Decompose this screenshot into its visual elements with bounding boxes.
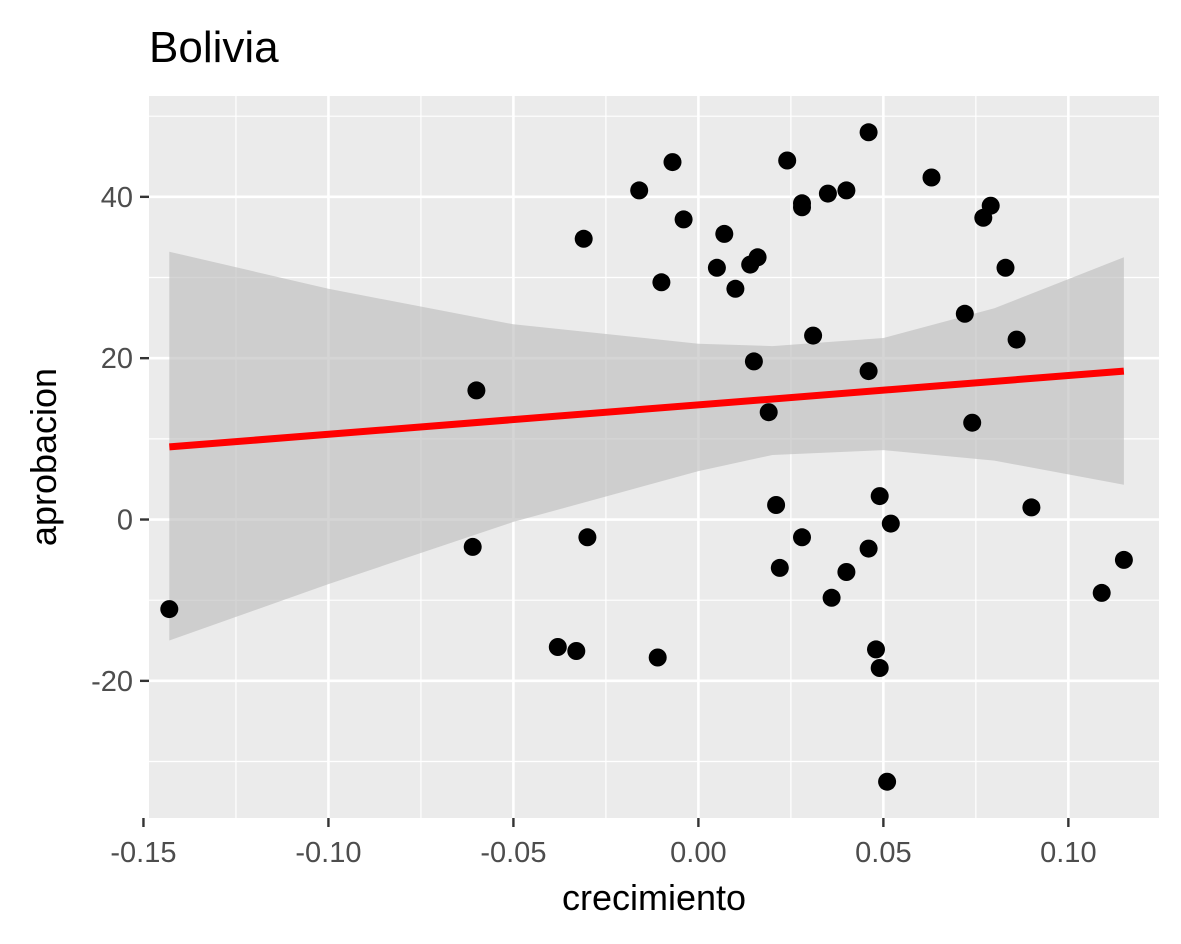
data-point — [981, 196, 1000, 215]
data-point — [630, 181, 649, 200]
data-point — [767, 496, 786, 514]
data-point — [578, 528, 597, 547]
data-point — [859, 539, 878, 558]
data-point — [837, 181, 856, 200]
data-point — [1007, 330, 1026, 349]
data-point — [881, 514, 900, 533]
trend-line-layer — [169, 367, 1125, 451]
data-point — [955, 304, 974, 323]
y-tick-label: 0 — [117, 505, 133, 537]
data-point — [867, 640, 885, 659]
data-point — [870, 659, 889, 677]
data-point — [804, 326, 823, 345]
data-point — [793, 528, 811, 547]
x-tick-label: 0.10 — [1040, 837, 1096, 869]
x-tick-label: -0.05 — [480, 837, 546, 869]
data-point — [160, 600, 179, 619]
data-point — [748, 248, 767, 267]
x-tick-label: -0.15 — [110, 837, 176, 869]
x-tick-label: 0.00 — [670, 837, 726, 869]
data-point — [818, 184, 837, 203]
data-point — [574, 229, 593, 248]
data-point — [778, 151, 797, 170]
y-axis-title: aprobacion — [23, 368, 64, 546]
y-axis-ticks: -20 0 20 40 — [91, 182, 149, 698]
x-tick-label: 0.05 — [855, 837, 911, 869]
confidence-band-layer — [169, 251, 1124, 641]
data-point — [663, 153, 682, 172]
data-point — [463, 537, 482, 556]
data-point — [715, 224, 734, 243]
y-tick-label: 40 — [101, 182, 133, 214]
data-point — [822, 588, 841, 607]
data-point — [648, 648, 667, 667]
points-layer — [160, 123, 1133, 791]
data-point — [567, 642, 586, 660]
data-point — [837, 563, 856, 581]
y-tick-label: -20 — [91, 666, 133, 698]
trend-line — [169, 367, 1125, 451]
confidence-band — [169, 251, 1124, 641]
data-point — [467, 381, 486, 400]
data-point — [1022, 498, 1041, 517]
data-point — [674, 210, 693, 229]
data-point — [744, 352, 763, 371]
data-point — [1114, 550, 1133, 569]
data-point — [963, 413, 982, 432]
data-point — [726, 279, 745, 298]
x-tick-label: -0.10 — [295, 837, 361, 869]
data-point — [922, 168, 941, 187]
data-point — [878, 772, 897, 791]
data-point — [996, 258, 1015, 277]
x-axis-ticks: -0.15 -0.10 -0.05 0.00 0.05 0.10 — [110, 818, 1097, 869]
data-point — [859, 362, 878, 381]
data-point — [1092, 583, 1111, 602]
data-point — [548, 638, 567, 656]
data-point — [707, 258, 726, 277]
data-point — [770, 558, 789, 577]
data-point — [652, 273, 671, 292]
data-point — [859, 123, 878, 142]
x-axis-title: crecimiento — [562, 877, 746, 918]
chart-title: Bolivia — [149, 23, 279, 72]
data-point — [759, 403, 778, 422]
y-tick-label: 20 — [101, 343, 133, 375]
data-point — [793, 198, 811, 217]
data-point — [870, 487, 889, 506]
